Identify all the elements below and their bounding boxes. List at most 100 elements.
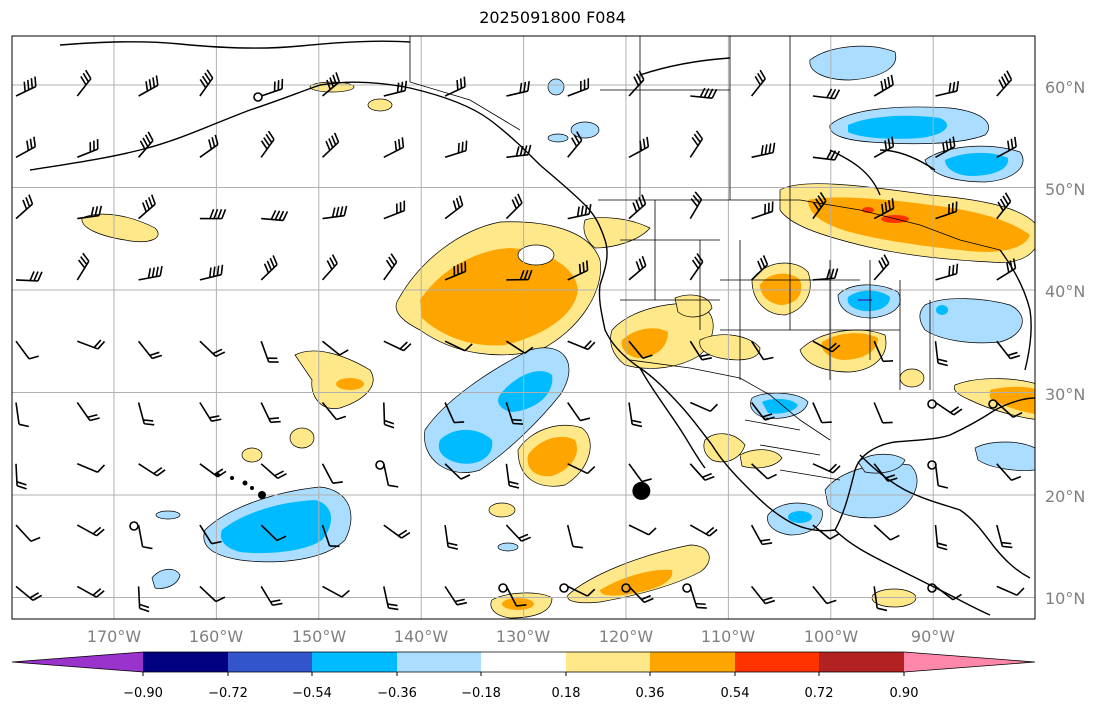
wind-barb (383, 137, 405, 159)
wind-barb (260, 78, 284, 97)
wind-barb (383, 402, 395, 429)
wind-barb (444, 340, 473, 352)
positive-anomaly-region (289, 427, 315, 449)
wind-barb (505, 193, 523, 220)
wind-barb (812, 585, 837, 605)
wind-barb (383, 340, 412, 352)
colorbar-segment (312, 652, 397, 672)
wind-barb (628, 194, 647, 220)
wind-barb (444, 195, 464, 220)
positive-anomaly-core (502, 598, 534, 610)
wind-barb (935, 201, 958, 220)
wind-barb (444, 261, 467, 281)
coastline-gulf (834, 397, 1035, 531)
coastline-west-us (598, 284, 836, 532)
wind-barb (567, 463, 596, 475)
wind-barb (505, 586, 527, 607)
wind-barb (935, 585, 962, 601)
colorbar-tick-label: −0.36 (377, 686, 417, 701)
anomaly-shading (81, 45, 1035, 619)
wind-barb (77, 139, 99, 159)
wind-barb (137, 524, 153, 550)
wind-barb (199, 264, 224, 281)
wind-barb (76, 463, 106, 473)
wind-barb (689, 191, 703, 220)
wind-barb (628, 402, 643, 428)
wind-barb (321, 463, 343, 485)
wind-barb (751, 255, 769, 281)
wind-barb (260, 130, 275, 158)
negative-anomaly-core (438, 429, 493, 464)
lon-label-140w: 140°W (394, 627, 449, 646)
wind-barb (873, 74, 894, 97)
colorbar-segment (143, 652, 228, 672)
wind-barb (444, 585, 468, 606)
wind-barb (812, 268, 839, 281)
wind-barb (996, 136, 1017, 159)
colorbar-segment (481, 652, 566, 672)
wind-barb (996, 70, 1013, 97)
wind-barb (15, 271, 43, 282)
wind-barb (76, 585, 105, 598)
negative-anomaly-region (547, 133, 569, 143)
lon-label-110w: 110°W (701, 627, 756, 646)
colorbar-segment (228, 652, 312, 672)
lat-label-60n: 60°N (1045, 78, 1085, 97)
wind-barb (383, 524, 411, 539)
wind-barb (812, 524, 839, 540)
wind-barb (873, 586, 888, 612)
negative-anomaly-region (155, 510, 181, 520)
positive-anomaly-core (821, 333, 878, 360)
colorbar-segment (397, 652, 481, 672)
wind-barb (751, 463, 777, 480)
wind-barb (873, 402, 893, 424)
wind-barb (567, 340, 596, 351)
negative-anomaly-core (936, 305, 948, 315)
wind-barb (15, 340, 39, 360)
wind-barb (137, 402, 155, 426)
colorbar-tick-label: −0.54 (292, 686, 332, 701)
border-alaska-canada (409, 36, 521, 131)
wind-barb (199, 402, 222, 422)
hawaii-islands (216, 473, 266, 499)
coastline-alaska-north (59, 40, 411, 49)
coastline-hudson (639, 57, 936, 196)
wind-barb (77, 205, 103, 220)
wind-barb (628, 585, 654, 604)
wind-barb (935, 81, 960, 97)
colorbar-tick-label: −0.18 (461, 686, 501, 701)
wind-barb (15, 524, 41, 543)
wind-barb (996, 258, 1017, 281)
wind-barb (935, 136, 956, 158)
colorbar-tick-labels: −0.90 −0.72 −0.54 −0.36 −0.18 0.18 0.36 … (123, 686, 918, 701)
positive-anomaly-region (367, 98, 393, 112)
wind-barb (689, 401, 719, 413)
lon-label-130w: 130°W (496, 627, 551, 646)
wind-barb (199, 134, 219, 158)
wind-barb (567, 402, 591, 422)
wind-barb (199, 69, 214, 97)
wind-barb (505, 463, 520, 489)
wind-barb (15, 136, 37, 159)
wind-barb (260, 585, 283, 607)
wind-barb (689, 340, 712, 361)
wind-barb (567, 131, 583, 158)
wind-barb (750, 524, 773, 546)
wind-barb (751, 201, 774, 220)
wind-barb (750, 340, 774, 361)
colorbar-tick-label: −0.72 (208, 686, 248, 701)
political-borders (409, 36, 1001, 481)
wind-barb (138, 194, 156, 220)
wind-barb (873, 198, 895, 220)
negative-anomaly-core (848, 115, 948, 139)
wind-barb (567, 78, 590, 97)
wind-barb (138, 265, 163, 281)
lon-label-150w: 150°W (292, 627, 347, 646)
coastline-alaska (29, 81, 608, 286)
wind-barb (76, 402, 100, 422)
wind-barbs (15, 69, 1025, 613)
wind-barb (322, 205, 348, 220)
coastline-baja (639, 367, 706, 469)
positive-anomaly-core (527, 436, 578, 477)
wind-barb (383, 80, 408, 97)
